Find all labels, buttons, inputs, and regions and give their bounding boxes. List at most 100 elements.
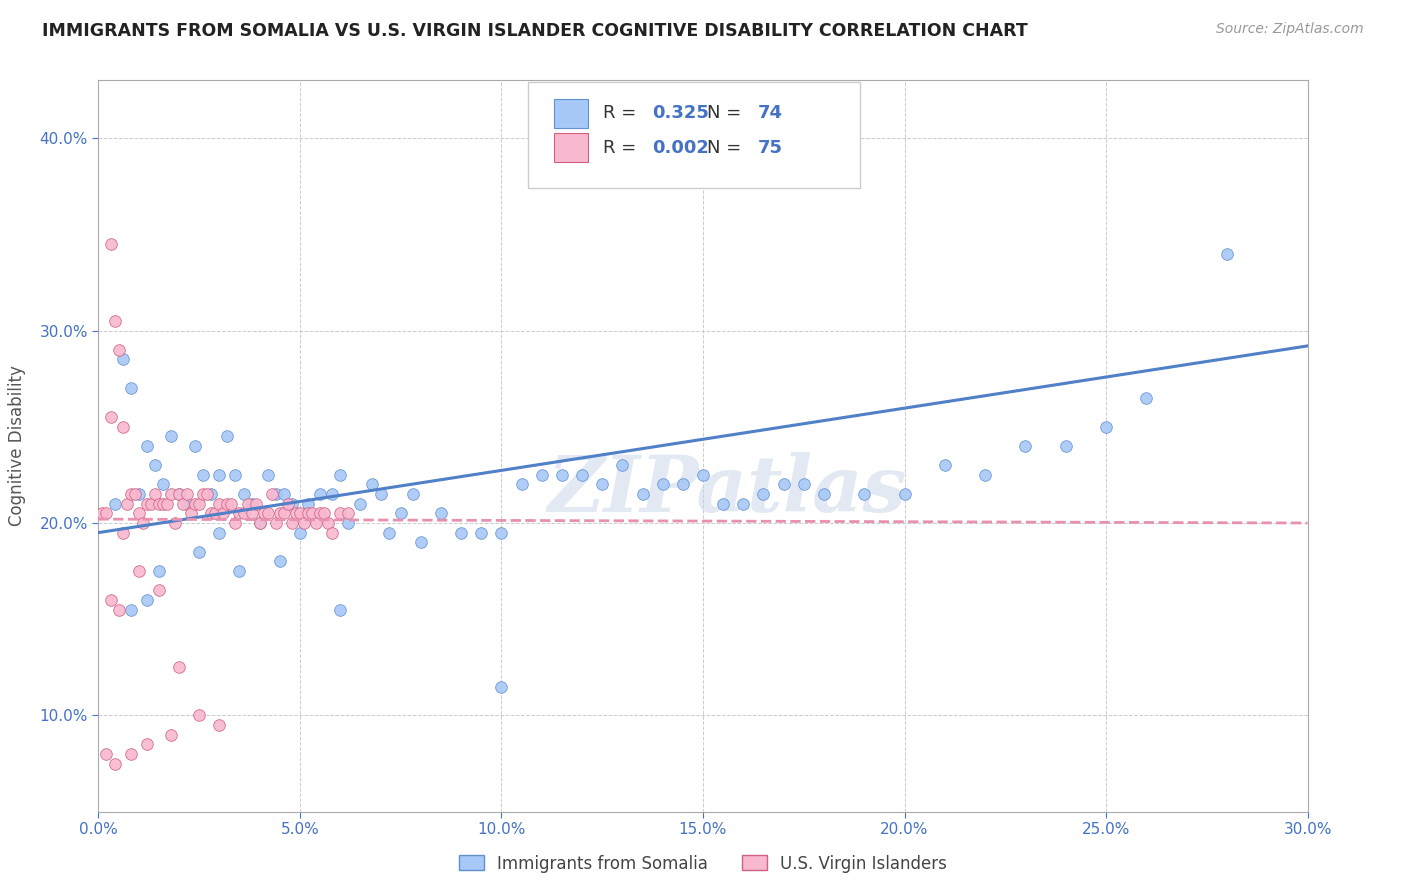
Text: N =: N = (707, 104, 747, 122)
Point (672, 477, 695, 491)
Point (288, 525, 311, 540)
Point (551, 467, 574, 482)
Point (152, 477, 174, 491)
Point (167, 487, 190, 501)
Point (301, 507, 323, 521)
Point (1054, 439, 1077, 453)
Point (813, 487, 835, 501)
Point (232, 487, 254, 501)
FancyBboxPatch shape (527, 82, 860, 188)
Point (135, 497, 157, 511)
Point (692, 467, 714, 482)
Point (273, 487, 295, 501)
Point (491, 680, 513, 694)
Point (111, 419, 134, 434)
Point (120, 381, 142, 395)
Point (240, 507, 263, 521)
Point (1135, 391, 1157, 405)
Point (217, 429, 239, 443)
Text: 75: 75 (758, 138, 782, 157)
Point (103, 497, 125, 511)
Point (195, 487, 218, 501)
Point (135, 439, 157, 453)
Point (107, 602, 129, 616)
Point (107, 343, 129, 357)
Point (135, 737, 157, 751)
Point (245, 497, 267, 511)
Text: 74: 74 (758, 104, 782, 122)
Text: 0.002: 0.002 (652, 138, 709, 157)
Point (292, 516, 315, 530)
Point (188, 545, 211, 559)
Point (260, 487, 283, 501)
Point (264, 516, 287, 530)
Point (148, 497, 170, 511)
Point (167, 660, 190, 674)
Point (571, 467, 593, 482)
Point (1014, 439, 1036, 453)
Point (591, 477, 613, 491)
FancyBboxPatch shape (554, 99, 588, 128)
Point (321, 525, 343, 540)
Point (96, 747, 118, 761)
Point (143, 487, 166, 501)
Point (193, 467, 215, 482)
Point (934, 458, 956, 473)
Point (200, 487, 222, 501)
Point (208, 497, 231, 511)
Point (974, 467, 997, 482)
Point (249, 516, 271, 530)
Legend: Immigrants from Somalia, U.S. Virgin Islanders: Immigrants from Somalia, U.S. Virgin Isl… (453, 848, 953, 880)
Point (772, 477, 794, 491)
Point (128, 507, 150, 521)
Point (100, 410, 122, 425)
Point (612, 458, 634, 473)
Point (337, 516, 360, 530)
Point (111, 352, 134, 367)
Point (143, 458, 166, 473)
Point (1095, 419, 1118, 434)
Point (188, 708, 211, 723)
Point (208, 525, 231, 540)
Point (200, 507, 222, 521)
Point (100, 236, 122, 251)
Point (139, 497, 162, 511)
Point (491, 525, 513, 540)
Point (277, 497, 299, 511)
Point (128, 487, 150, 501)
Point (167, 487, 190, 501)
Point (132, 516, 155, 530)
Point (176, 497, 198, 511)
Point (236, 497, 259, 511)
Point (249, 516, 271, 530)
Point (733, 497, 755, 511)
Text: ZIPatlas: ZIPatlas (547, 451, 907, 528)
Point (329, 467, 352, 482)
Point (288, 507, 311, 521)
Point (148, 583, 170, 598)
Point (156, 497, 179, 511)
Point (240, 497, 263, 511)
Point (1216, 246, 1239, 260)
Point (305, 516, 328, 530)
Point (148, 564, 170, 578)
Point (253, 507, 276, 521)
Point (217, 497, 239, 511)
Point (228, 564, 250, 578)
Point (409, 535, 432, 549)
Point (160, 728, 183, 742)
Text: R =: R = (603, 104, 641, 122)
Point (370, 487, 392, 501)
Point (172, 497, 194, 511)
Point (208, 467, 231, 482)
Point (349, 497, 371, 511)
Point (284, 507, 307, 521)
Point (793, 477, 815, 491)
Point (269, 507, 291, 521)
Point (184, 439, 207, 453)
Point (228, 507, 250, 521)
Point (100, 593, 122, 607)
Point (297, 497, 319, 511)
Text: N =: N = (707, 138, 747, 157)
Point (115, 497, 138, 511)
